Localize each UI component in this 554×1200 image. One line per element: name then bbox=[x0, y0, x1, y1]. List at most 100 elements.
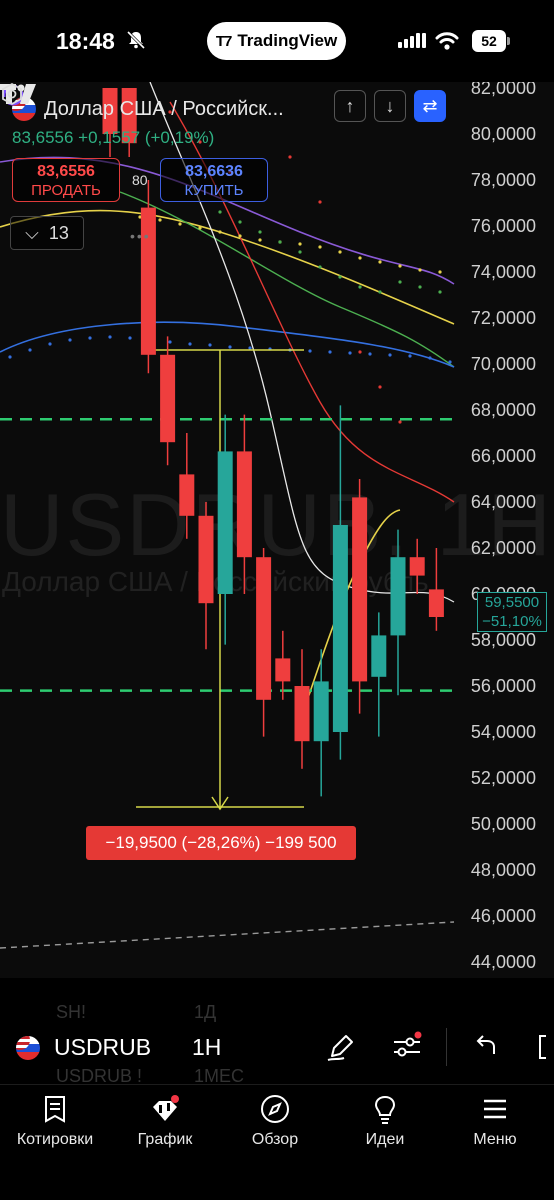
candle-body bbox=[275, 658, 291, 682]
indicator-dot bbox=[418, 268, 422, 272]
buy-button[interactable]: 83,6636 КУПИТЬ bbox=[160, 158, 268, 202]
lightbulb-icon bbox=[374, 1095, 396, 1124]
chart-symbol-header[interactable]: Доллар США / Российск... bbox=[12, 97, 284, 121]
indicator-dot bbox=[168, 110, 172, 114]
indicator-dot bbox=[208, 343, 212, 347]
price-axis-label: 44,0000 bbox=[470, 952, 536, 972]
indicator-dot bbox=[338, 250, 342, 254]
candle bbox=[198, 502, 214, 650]
candle-body bbox=[198, 515, 214, 604]
chart-icon bbox=[153, 1095, 179, 1121]
indicators-toggle[interactable]: ⌵ 13 bbox=[10, 216, 84, 250]
indicators-sliders-icon[interactable] bbox=[390, 1030, 424, 1064]
price-axis-label: 62,0000 bbox=[470, 538, 536, 558]
candle bbox=[352, 479, 368, 714]
indicators-count: 13 bbox=[48, 222, 69, 243]
indicator-dot bbox=[228, 345, 232, 349]
candle-body bbox=[332, 525, 348, 732]
price-axis-label: 50,0000 bbox=[470, 814, 536, 834]
indicator-dot bbox=[438, 290, 442, 294]
candle bbox=[256, 548, 272, 737]
ghost-text-1: SH! bbox=[56, 1002, 87, 1022]
indicator-dot bbox=[68, 338, 72, 342]
indicator-dot bbox=[218, 230, 222, 234]
status-bar: 18:48 T7 TradingView 52 bbox=[0, 0, 554, 82]
price-axis-label: 52,0000 bbox=[470, 768, 536, 788]
price-axis-label: 72,0000 bbox=[470, 308, 536, 328]
chart-canvas bbox=[0, 82, 455, 949]
indicator-dot bbox=[298, 250, 302, 254]
tradingview-pill-label: TradingView bbox=[237, 31, 338, 50]
cellular-signal-icon bbox=[398, 33, 426, 48]
price-axis-label: 48,0000 bbox=[470, 860, 536, 880]
arrow-up-button[interactable]: ↑ bbox=[334, 90, 366, 122]
indicator-dot bbox=[278, 240, 282, 244]
fullscreen-icon[interactable] bbox=[532, 1030, 554, 1064]
candle bbox=[332, 405, 348, 760]
tab-quotes-label: Котировки bbox=[16, 1131, 94, 1148]
indicator-dot bbox=[238, 234, 242, 238]
price-axis-label: 80,0000 bbox=[470, 124, 536, 144]
indicator-dot bbox=[318, 200, 322, 204]
candle-body bbox=[140, 207, 156, 355]
indicator-dot bbox=[48, 342, 52, 346]
price-axis-label: 46,0000 bbox=[470, 906, 536, 926]
candle-body bbox=[390, 557, 406, 636]
price-axis-label: 68,0000 bbox=[470, 400, 536, 420]
tab-menu-label: Меню bbox=[473, 1131, 517, 1148]
arrow-down-button[interactable]: ↓ bbox=[374, 90, 406, 122]
bell-muted-icon bbox=[126, 30, 146, 50]
price-axis-label: 58,0000 bbox=[470, 630, 536, 650]
compare-button[interactable]: ⇄ bbox=[414, 90, 446, 122]
indicator-dot bbox=[358, 285, 362, 289]
candle bbox=[217, 414, 233, 645]
candle bbox=[140, 180, 156, 374]
tab-overview[interactable]: Обзор bbox=[220, 1093, 330, 1149]
candle bbox=[160, 336, 176, 466]
sell-button[interactable]: 83,6556 ПРОДАТЬ bbox=[12, 158, 120, 202]
candle-body bbox=[217, 451, 233, 594]
indicator-dot bbox=[378, 290, 382, 294]
interval-selector[interactable]: 1H bbox=[192, 1034, 222, 1060]
candle-body bbox=[313, 681, 329, 742]
candle-body bbox=[371, 635, 387, 677]
price-chart[interactable]: USDRUB, 1H Доллар США / Российский рубль… bbox=[0, 82, 554, 978]
indicator-dot bbox=[318, 265, 322, 269]
measure-arrow bbox=[211, 796, 229, 811]
tab-menu[interactable]: Меню bbox=[440, 1093, 550, 1149]
indicator-dot bbox=[358, 350, 362, 354]
tab-chart[interactable]: График bbox=[110, 1093, 220, 1149]
tab-ideas[interactable]: Идеи bbox=[330, 1093, 440, 1149]
candle bbox=[390, 529, 406, 696]
candle bbox=[294, 649, 310, 769]
chevron-down-icon: ⌵ bbox=[25, 222, 39, 243]
candle-body bbox=[121, 88, 137, 144]
indicator-dot bbox=[378, 260, 382, 264]
indicator-dot bbox=[338, 275, 342, 279]
indicator-dot bbox=[288, 155, 292, 159]
wifi-icon bbox=[435, 32, 459, 50]
tab-quotes[interactable]: Котировки bbox=[0, 1093, 110, 1149]
undo-icon[interactable] bbox=[470, 1030, 504, 1064]
tradingview-logo-icon: T7 bbox=[215, 32, 232, 50]
indicator-dot bbox=[398, 280, 402, 284]
indicator-dot bbox=[348, 351, 352, 355]
indicator-dot bbox=[28, 348, 32, 352]
indicator-dot bbox=[398, 420, 402, 424]
tradingview-pill[interactable]: T7 TradingView bbox=[207, 22, 346, 60]
pen-draw-icon[interactable] bbox=[324, 1030, 358, 1064]
symbol-flag-icon bbox=[16, 1036, 40, 1060]
settings-hexagon-icon[interactable] bbox=[0, 82, 24, 106]
candle bbox=[179, 433, 195, 539]
symbol-selector[interactable]: USDRUB bbox=[54, 1034, 152, 1060]
indicator-dot bbox=[128, 336, 132, 340]
candle-body bbox=[102, 88, 118, 134]
candle-body bbox=[428, 589, 444, 617]
indicator-dot bbox=[448, 360, 452, 364]
indicator-dot bbox=[358, 256, 362, 260]
indicator-dot bbox=[298, 242, 302, 246]
more-dots-icon[interactable]: ••• bbox=[130, 228, 151, 244]
candle-body bbox=[160, 354, 176, 443]
indicator-dot bbox=[418, 285, 422, 289]
sell-price: 83,6556 bbox=[37, 163, 95, 180]
